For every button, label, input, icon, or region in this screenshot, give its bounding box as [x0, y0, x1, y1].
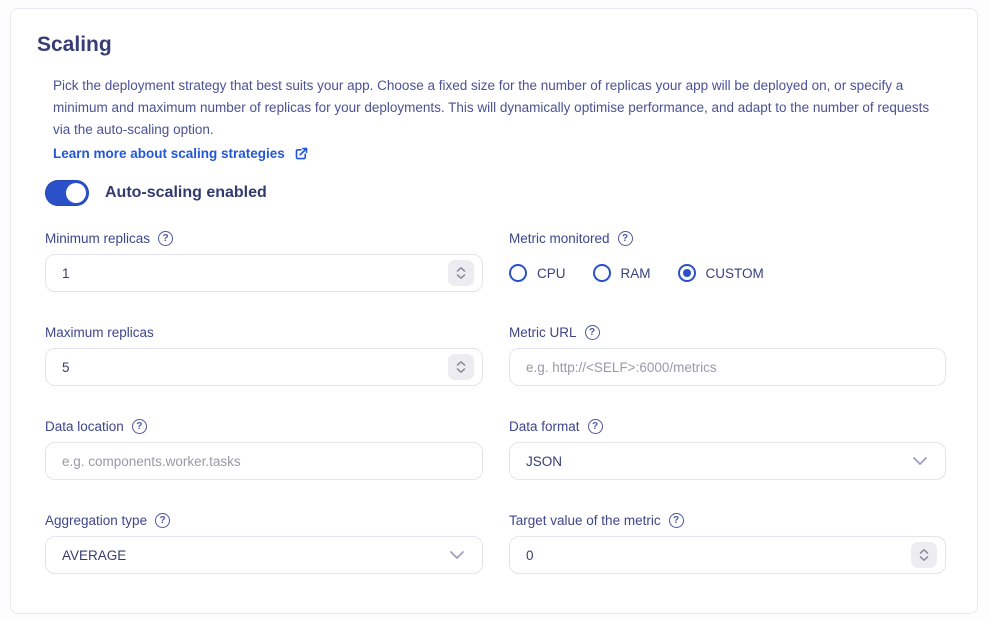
auto-scaling-toggle[interactable]: [45, 180, 89, 206]
radio-icon: [677, 264, 696, 282]
field-label-row: Target value of the metric ?: [509, 510, 946, 530]
field-data-location: Data location ?: [45, 416, 483, 480]
minimum-replicas-input[interactable]: [45, 254, 483, 292]
auto-scaling-toggle-label: Auto-scaling enabled: [105, 184, 267, 201]
learn-more-link-label: Learn more about scaling strategies: [53, 146, 285, 161]
radio-icon: [592, 264, 611, 282]
data-format-selected-value: JSON: [526, 453, 563, 469]
field-label-row: Data location ?: [45, 416, 483, 436]
target-value-input[interactable]: [509, 536, 946, 574]
toggle-knob-icon: [66, 183, 86, 203]
input-wrap: [509, 348, 946, 386]
number-stepper[interactable]: [911, 542, 937, 568]
description-text: Pick the deployment strategy that best s…: [53, 78, 930, 137]
data-format-select[interactable]: JSON: [509, 442, 946, 480]
stepper-chevrons-icon: [919, 548, 929, 561]
field-label-row: Aggregation type ?: [45, 510, 483, 530]
scaling-settings-card: Scaling Pick the deployment strategy tha…: [10, 8, 978, 614]
data-format-label: Data format: [509, 418, 580, 434]
field-aggregation-type: Aggregation type ? AVERAGE: [45, 510, 483, 574]
radio-custom-label: CUSTOM: [705, 265, 764, 281]
stepper-chevrons-icon: [456, 360, 466, 373]
input-wrap: [45, 348, 483, 386]
chevron-down-icon: [450, 551, 464, 559]
field-label-row: Maximum replicas: [45, 322, 483, 342]
field-label-row: Metric URL ?: [509, 322, 946, 342]
number-stepper[interactable]: [448, 354, 474, 380]
aggregation-type-select[interactable]: AVERAGE: [45, 536, 483, 574]
radio-custom[interactable]: CUSTOM: [677, 264, 764, 282]
data-location-label: Data location: [45, 418, 124, 434]
metric-url-input[interactable]: [509, 348, 946, 386]
description-block: Pick the deployment strategy that best s…: [53, 75, 939, 141]
field-minimum-replicas: Minimum replicas ?: [45, 228, 483, 292]
help-icon[interactable]: ?: [131, 418, 147, 434]
maximum-replicas-label: Maximum replicas: [45, 324, 154, 340]
input-wrap: [509, 536, 946, 574]
chevron-down-icon: [913, 457, 927, 465]
radio-cpu[interactable]: CPU: [509, 264, 566, 282]
help-icon[interactable]: ?: [587, 418, 603, 434]
metric-monitored-radio-group: CPU RAM CUSTOM: [509, 254, 946, 292]
field-metric-monitored: Metric monitored ? CPU RAM CUSTOM: [509, 228, 946, 292]
field-data-format: Data format ? JSON: [509, 416, 946, 480]
field-label-row: Metric monitored ?: [509, 228, 946, 248]
input-wrap: [45, 442, 483, 480]
data-location-input[interactable]: [45, 442, 483, 480]
radio-cpu-label: CPU: [537, 265, 566, 281]
field-metric-url: Metric URL ?: [509, 322, 946, 386]
scaling-form: Minimum replicas ? Metric monitored ?: [45, 228, 951, 574]
learn-more-link[interactable]: Learn more about scaling strategies: [53, 143, 309, 164]
field-label-row: Data format ?: [509, 416, 946, 436]
number-stepper[interactable]: [448, 260, 474, 286]
target-value-label: Target value of the metric: [509, 512, 661, 528]
stepper-chevrons-icon: [456, 266, 466, 279]
radio-ram-label: RAM: [620, 265, 651, 281]
field-maximum-replicas: Maximum replicas: [45, 322, 483, 386]
metric-monitored-label: Metric monitored: [509, 230, 610, 246]
input-wrap: [45, 254, 483, 292]
external-link-icon: [295, 147, 308, 160]
help-icon[interactable]: ?: [617, 230, 633, 246]
aggregation-type-label: Aggregation type: [45, 512, 148, 528]
field-label-row: Minimum replicas ?: [45, 228, 483, 248]
help-icon[interactable]: ?: [584, 324, 600, 340]
field-target-value: Target value of the metric ?: [509, 510, 946, 574]
radio-icon: [509, 264, 527, 282]
help-icon[interactable]: ?: [158, 230, 174, 246]
help-icon[interactable]: ?: [155, 512, 171, 528]
auto-scaling-toggle-row: Auto-scaling enabled: [45, 180, 951, 206]
metric-url-label: Metric URL: [509, 324, 577, 340]
aggregation-type-selected-value: AVERAGE: [62, 547, 127, 563]
help-icon[interactable]: ?: [668, 512, 684, 528]
minimum-replicas-label: Minimum replicas: [45, 230, 151, 246]
page-title: Scaling: [37, 33, 112, 56]
maximum-replicas-input[interactable]: [45, 348, 483, 386]
radio-ram[interactable]: RAM: [592, 264, 651, 282]
